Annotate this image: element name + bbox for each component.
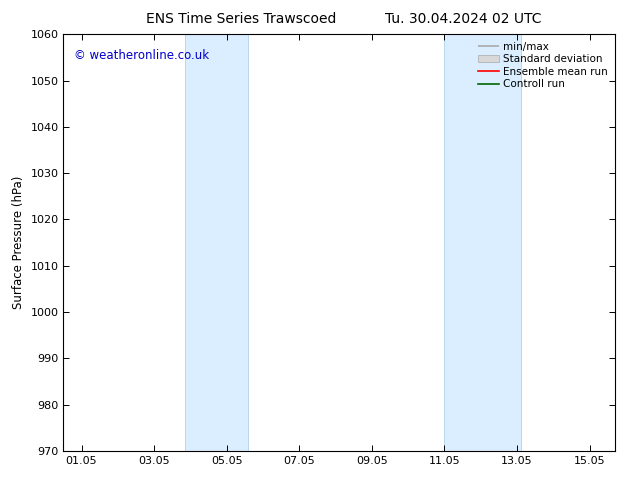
Text: Tu. 30.04.2024 02 UTC: Tu. 30.04.2024 02 UTC [385, 12, 541, 26]
Bar [444, 34, 521, 451]
Bar [185, 34, 249, 451]
Legend: min/max, Standard deviation, Ensemble mean run, Controll run: min/max, Standard deviation, Ensemble me… [476, 40, 610, 92]
Text: ENS Time Series Trawscoed: ENS Time Series Trawscoed [146, 12, 336, 26]
Text: © weatheronline.co.uk: © weatheronline.co.uk [74, 49, 210, 62]
Y-axis label: Surface Pressure (hPa): Surface Pressure (hPa) [12, 176, 25, 309]
